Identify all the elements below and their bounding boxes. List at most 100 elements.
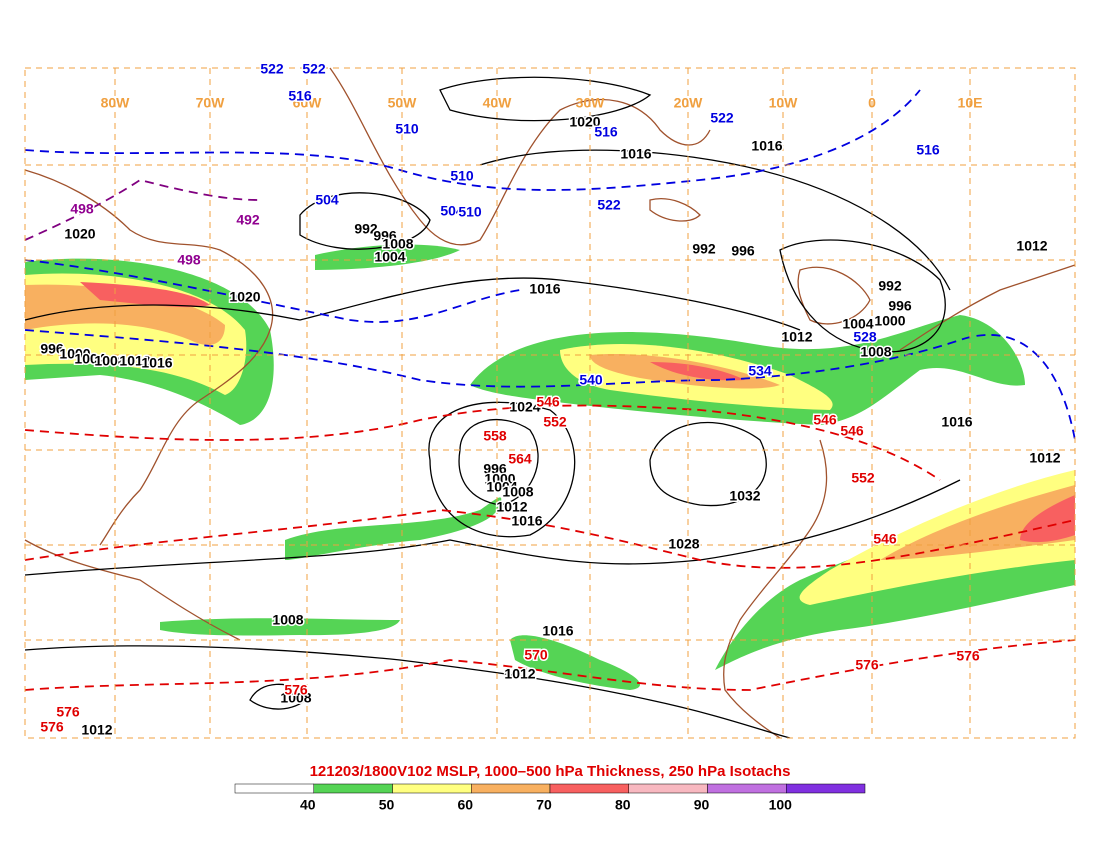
contour-label: 1020 bbox=[64, 226, 95, 242]
contour-label: 1004 bbox=[486, 479, 517, 495]
contour-label: 1024 bbox=[509, 399, 540, 415]
contour-label: 522 bbox=[260, 61, 284, 77]
contour-label: 564 bbox=[508, 451, 532, 467]
contour-label: 510 bbox=[458, 204, 482, 220]
contour-label: 1004 bbox=[74, 351, 105, 367]
contour-label: 1012 bbox=[496, 499, 527, 515]
contour-label: 1008 bbox=[502, 484, 533, 500]
legend-swatch bbox=[786, 783, 866, 794]
contour-label: 546 bbox=[813, 412, 837, 428]
contour-label: 558 bbox=[483, 428, 507, 444]
longitude-label: 10E bbox=[958, 95, 983, 111]
contour-label: 1016 bbox=[620, 146, 651, 162]
longitude-label: 10W bbox=[769, 95, 799, 111]
longitude-label: 20W bbox=[674, 95, 704, 111]
longitude-label: 40W bbox=[483, 95, 513, 111]
legend-tick-label: 70 bbox=[536, 797, 552, 813]
contour-label: 1008 bbox=[382, 236, 413, 252]
contour-label: 516 bbox=[594, 124, 618, 140]
coastlines bbox=[24, 67, 1076, 739]
contour-label: 1012 bbox=[81, 722, 112, 738]
contour-label: 546 bbox=[536, 394, 560, 410]
legend-swatch bbox=[628, 783, 708, 794]
legend-swatch bbox=[234, 783, 314, 794]
contour-label: 540 bbox=[579, 372, 603, 388]
contour-labels: 80W 70W 60W 50W 40W 30W 20W 10W 0 10E 1020 1016 1016… bbox=[39, 59, 1062, 739]
contour-label: 992 bbox=[692, 241, 716, 257]
contour-label: 1032 bbox=[729, 488, 760, 504]
contour-label: 492 bbox=[236, 212, 260, 228]
contour-label: 522 bbox=[597, 197, 621, 213]
legend-swatch bbox=[392, 783, 472, 794]
legend-tick-label: 60 bbox=[457, 797, 473, 813]
lat-lon-grid bbox=[25, 68, 1075, 738]
mslp-contours bbox=[24, 76, 961, 739]
contour-label: 1020 bbox=[569, 114, 600, 130]
contour-label: 996 bbox=[373, 228, 397, 244]
contour-label: 498 bbox=[177, 252, 201, 268]
legend-tick-label: 90 bbox=[694, 797, 710, 813]
contour-label: 516 bbox=[288, 88, 312, 104]
contour-label: 1000 bbox=[59, 346, 90, 362]
contour-label: 528 bbox=[853, 329, 877, 345]
contour-label: 1012 bbox=[1016, 238, 1047, 254]
isotach-legend: 40 50 60 70 80 90 100 bbox=[234, 783, 866, 813]
map-title: 121203/1800V102 MSLP, 1000–500 hPa Thick… bbox=[310, 763, 791, 780]
contour-label: 1008 bbox=[94, 353, 125, 369]
contour-label: 1016 bbox=[529, 281, 560, 297]
contour-label: 576 bbox=[855, 657, 879, 673]
legend-swatch bbox=[471, 783, 551, 794]
contour-label: 498 bbox=[70, 201, 94, 217]
legend-swatch bbox=[707, 783, 787, 794]
contour-label: 1016 bbox=[141, 355, 172, 371]
legend-swatch bbox=[549, 783, 629, 794]
longitude-label: 80W bbox=[101, 95, 131, 111]
map-border bbox=[24, 67, 1076, 739]
longitude-label: 0 bbox=[868, 95, 876, 111]
contour-label: 576 bbox=[284, 682, 308, 698]
contour-label: 522 bbox=[302, 61, 326, 77]
contour-label: 1000 bbox=[874, 313, 905, 329]
contour-label: 1012 bbox=[781, 329, 812, 345]
contour-label: 992 bbox=[354, 221, 378, 237]
contour-label: 504 bbox=[440, 203, 464, 219]
longitude-label: 70W bbox=[196, 95, 226, 111]
contour-label: 1012 bbox=[119, 353, 150, 369]
legend-tick-label: 40 bbox=[300, 797, 316, 813]
legend-tick-label: 80 bbox=[615, 797, 631, 813]
contour-label: 510 bbox=[395, 121, 419, 137]
contour-label: 504 bbox=[315, 192, 339, 208]
longitude-label: 50W bbox=[388, 95, 418, 111]
legend-tick-label: 50 bbox=[379, 797, 395, 813]
contour-label: 576 bbox=[56, 704, 80, 720]
longitude-label: 60W bbox=[293, 95, 323, 111]
contour-label: 996 bbox=[731, 243, 755, 259]
contour-label: 1000 bbox=[484, 471, 515, 487]
contour-label: 996 bbox=[483, 461, 507, 477]
contour-label: 992 bbox=[878, 278, 902, 294]
contour-label: 1004 bbox=[374, 249, 405, 265]
contour-label: 1016 bbox=[511, 513, 542, 529]
contour-label: 576 bbox=[40, 719, 64, 735]
contour-label: 510 bbox=[450, 168, 474, 184]
contour-label: 1008 bbox=[280, 690, 311, 706]
contour-label: 546 bbox=[873, 531, 897, 547]
contour-label: 546 bbox=[840, 423, 864, 439]
longitude-label: 30W bbox=[576, 95, 606, 111]
contour-label: 996 bbox=[40, 341, 64, 357]
legend-tick-label: 100 bbox=[769, 797, 793, 813]
contour-label: 1016 bbox=[941, 414, 972, 430]
contour-label: 1008 bbox=[272, 612, 303, 628]
contour-label: 996 bbox=[888, 298, 912, 314]
contour-label: 552 bbox=[543, 414, 567, 430]
contour-label: 1004 bbox=[842, 316, 873, 332]
contour-label: 1008 bbox=[860, 344, 891, 360]
contour-label: 522 bbox=[710, 110, 734, 126]
contour-label: 1016 bbox=[542, 623, 573, 639]
contour-label: 1012 bbox=[504, 666, 535, 682]
contour-label: 1012 bbox=[1029, 450, 1060, 466]
contour-label: 516 bbox=[916, 142, 940, 158]
contour-label: 1016 bbox=[751, 138, 782, 154]
legend-swatch bbox=[313, 783, 393, 794]
